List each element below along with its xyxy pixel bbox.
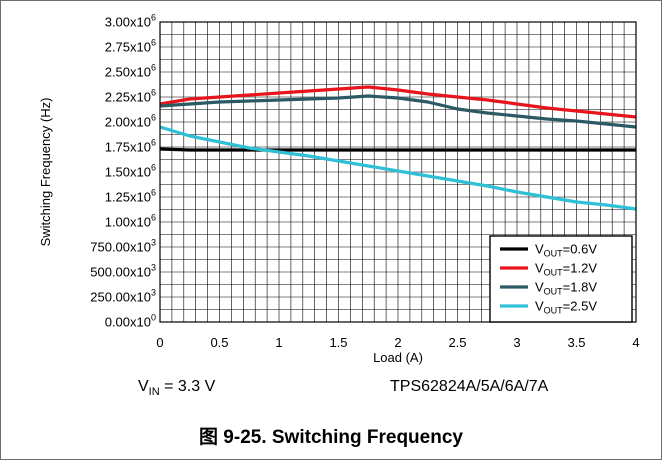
vin-subscript: IN [149, 386, 160, 398]
y-tick-exponent: 6 [151, 113, 156, 123]
y-tick-exponent: 3 [151, 288, 156, 298]
input-voltage-caption: VIN = 3.3 V [138, 378, 215, 398]
legend-label-subscript: OUT [544, 249, 564, 259]
series-line [160, 149, 636, 150]
y-tick-exponent: 6 [151, 38, 156, 48]
x-tick-label: 3.5 [567, 335, 585, 350]
y-tick-exponent: 3 [151, 238, 156, 248]
y-tick-label: 2.75x106 [105, 38, 156, 55]
x-axis-label: Load (A) [373, 350, 423, 365]
y-tick-labels: 0.00x100250.00x103500.00x103750.00x1031.… [90, 13, 156, 330]
y-tick-label: 500.00x103 [90, 263, 156, 280]
legend-label-value: =2.5V [563, 299, 598, 314]
y-tick-label: 0.00x100 [105, 313, 156, 330]
y-tick-exponent: 6 [151, 13, 156, 23]
y-tick-exponent: 3 [151, 263, 156, 273]
y-tick-label: 1.25x106 [105, 188, 156, 205]
y-tick-label: 2.00x106 [105, 113, 156, 130]
y-tick-exponent: 0 [151, 313, 156, 323]
x-tick-label: 1 [275, 335, 282, 350]
y-tick-mantissa: 500.00x10 [90, 265, 151, 280]
y-tick-mantissa: 1.75x10 [105, 140, 151, 155]
y-tick-mantissa: 1.50x10 [105, 165, 151, 180]
x-tick-label: 2.5 [448, 335, 466, 350]
y-tick-mantissa: 2.00x10 [105, 115, 151, 130]
y-tick-mantissa: 0.00x10 [105, 315, 151, 330]
x-tick-label: 0.5 [210, 335, 228, 350]
x-tick-label: 3 [513, 335, 520, 350]
x-tick-label: 0 [156, 335, 163, 350]
x-tick-label: 4 [632, 335, 639, 350]
figure-title: 图 9-25. Switching Frequency [0, 422, 662, 449]
y-tick-label: 1.50x106 [105, 163, 156, 180]
x-tick-labels: 0 0.5 1 1.5 2 2.5 3 3.5 4 [156, 335, 639, 350]
y-tick-exponent: 6 [151, 213, 156, 223]
legend-label-subscript: OUT [544, 287, 564, 297]
x-tick-label: 2 [394, 335, 401, 350]
legend-label-symbol: V [535, 280, 544, 295]
y-tick-exponent: 6 [151, 163, 156, 173]
x-tick-label: 1.5 [329, 335, 347, 350]
line-chart: 0.00x100250.00x103500.00x103750.00x1031.… [0, 0, 662, 372]
y-tick-mantissa: 750.00x10 [90, 240, 151, 255]
legend-label-symbol: V [535, 242, 544, 257]
y-tick-exponent: 6 [151, 88, 156, 98]
part-number-caption: TPS62824A/5A/6A/7A [390, 378, 548, 396]
legend-label-symbol: V [535, 299, 544, 314]
y-axis-label: Switching Frequency (Hz) [38, 98, 53, 247]
y-tick-mantissa: 1.00x10 [105, 215, 151, 230]
y-tick-label: 3.00x106 [105, 13, 156, 30]
y-tick-label: 1.75x106 [105, 138, 156, 155]
legend-label-value: =1.2V [563, 261, 598, 276]
y-tick-label: 1.00x106 [105, 213, 156, 230]
legend-label-value: =0.6V [563, 242, 598, 257]
y-tick-mantissa: 2.50x10 [105, 65, 151, 80]
legend-label-symbol: V [535, 261, 544, 276]
y-tick-label: 2.50x106 [105, 63, 156, 80]
vin-value: = 3.3 V [160, 378, 216, 395]
legend-label-subscript: OUT [544, 268, 564, 278]
y-tick-label: 2.25x106 [105, 88, 156, 105]
y-tick-exponent: 6 [151, 63, 156, 73]
y-tick-mantissa: 250.00x10 [90, 290, 151, 305]
y-tick-label: 250.00x103 [90, 288, 156, 305]
y-tick-mantissa: 2.75x10 [105, 40, 151, 55]
y-tick-exponent: 6 [151, 138, 156, 148]
vin-symbol: V [138, 378, 149, 395]
legend-label-subscript: OUT [544, 306, 564, 316]
y-tick-mantissa: 1.25x10 [105, 190, 151, 205]
y-tick-label: 750.00x103 [90, 238, 156, 255]
y-tick-mantissa: 2.25x10 [105, 90, 151, 105]
legend-label-value: =1.8V [563, 280, 598, 295]
y-tick-exponent: 6 [151, 188, 156, 198]
y-tick-mantissa: 3.00x10 [105, 15, 151, 30]
